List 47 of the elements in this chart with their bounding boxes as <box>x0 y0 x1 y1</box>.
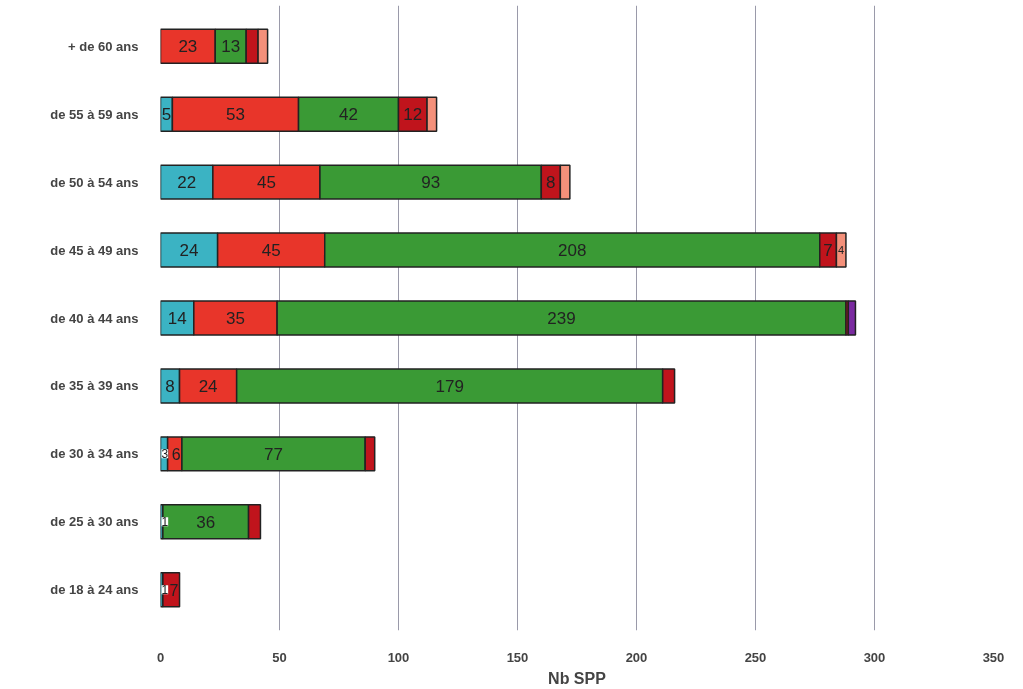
y-tick-label: de 50 à 54 ans <box>50 174 139 190</box>
y-tick-label: de 25 à 30 ans <box>50 514 139 530</box>
data-label: 1 <box>161 515 169 530</box>
data-label: 179 <box>435 376 464 396</box>
data-label: 5 <box>161 105 172 125</box>
x-tick-label: 250 <box>744 649 767 665</box>
data-label: 8 <box>546 173 556 193</box>
y-tick-label: de 35 à 39 ans <box>50 378 139 394</box>
data-label: 22 <box>177 173 197 193</box>
data-label: 24 <box>198 376 218 396</box>
x-tick-label: 200 <box>625 649 648 665</box>
data-label: 77 <box>264 444 284 464</box>
data-label: 4 <box>838 244 845 257</box>
data-label: 208 <box>558 241 587 261</box>
x-tick-label: 350 <box>982 649 1005 665</box>
data-label: 3 <box>161 447 169 462</box>
data-label: 45 <box>256 173 276 193</box>
x-tick-label: 0 <box>156 649 165 665</box>
data-label: 14 <box>167 309 187 328</box>
y-tick-label: de 55 à 59 ans <box>50 106 139 122</box>
data-label: 1 <box>161 583 169 598</box>
data-label: 36 <box>196 512 216 532</box>
data-label: 6 <box>171 445 181 463</box>
x-tick-label: 150 <box>506 649 529 665</box>
bar <box>847 300 857 336</box>
data-label: 12 <box>403 105 423 125</box>
y-tick-label: de 18 à 24 ans <box>50 582 139 598</box>
data-label: 7 <box>169 581 179 599</box>
data-label: 24 <box>179 241 199 261</box>
y-tick-label: de 45 à 49 ans <box>50 242 139 258</box>
x-axis-title: Nb SPP <box>548 669 607 687</box>
data-label: 53 <box>226 105 245 125</box>
data-label: 45 <box>261 241 281 261</box>
data-label: 42 <box>339 105 358 125</box>
x-tick-label: 300 <box>863 649 886 665</box>
data-label: 35 <box>226 309 245 328</box>
data-label: 8 <box>165 376 175 396</box>
data-label: 23 <box>178 37 198 57</box>
y-tick-label: de 40 à 44 ans <box>50 310 139 326</box>
data-label: 7 <box>823 241 833 261</box>
y-tick-label: + de 60 ans <box>68 38 139 54</box>
x-tick-label: 100 <box>387 649 410 665</box>
x-tick-label: 50 <box>272 649 287 665</box>
data-label: 239 <box>547 309 576 328</box>
y-tick-label: de 30 à 34 ans <box>50 446 139 462</box>
data-label: 13 <box>221 37 241 57</box>
data-label: 93 <box>421 173 441 193</box>
